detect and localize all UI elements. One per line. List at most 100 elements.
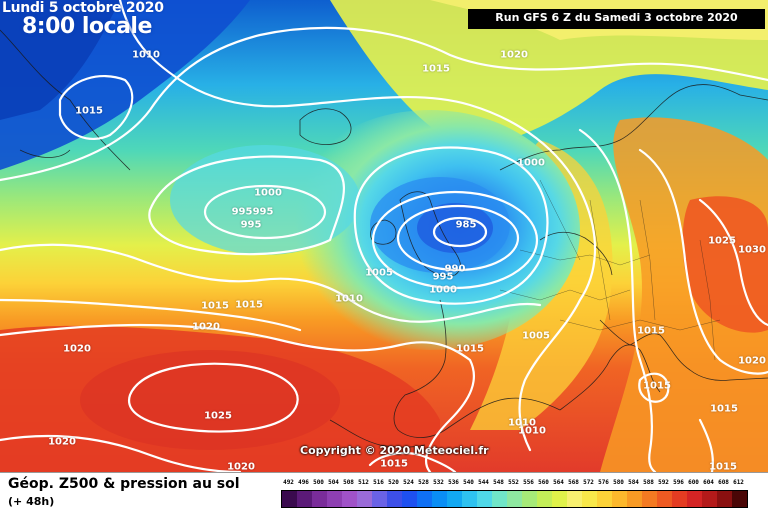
- scale-swatch: [447, 491, 462, 507]
- scale-swatch: [357, 491, 372, 507]
- scale-tick-label: 576: [598, 479, 609, 486]
- scale-tick-label: 532: [433, 479, 444, 486]
- scale-swatch: [612, 491, 627, 507]
- coastline: [0, 29, 768, 448]
- scale-swatch: [522, 491, 537, 507]
- scale-tick-label: 552: [508, 479, 519, 486]
- scale-swatch: [342, 491, 357, 507]
- isobar-label: 985: [455, 219, 477, 231]
- scale-swatch: [462, 491, 477, 507]
- scale-tick-label: 504: [328, 479, 339, 486]
- scale-swatch: [567, 491, 582, 507]
- scale-tick-label: 500: [313, 479, 324, 486]
- isobar-label: 1010: [518, 425, 546, 437]
- scale-swatch: [312, 491, 327, 507]
- isobar-label: 1020: [227, 461, 255, 473]
- scale-tick-label: 516: [373, 479, 384, 486]
- scale-tick-label: 508: [343, 479, 354, 486]
- scale-swatch: [297, 491, 312, 507]
- geopotential-field: [0, 0, 768, 472]
- forecast-date: Lundi 5 octobre 2020: [2, 0, 164, 16]
- scale-tick-label: 496: [298, 479, 309, 486]
- isobar-label: 1010: [508, 417, 536, 429]
- scale-tick-label: 512: [358, 479, 369, 486]
- isobar-label: 1005: [365, 267, 393, 279]
- isobar-label: 1015: [380, 458, 408, 470]
- scale-tick-label: 600: [688, 479, 699, 486]
- scale-swatch: [672, 491, 687, 507]
- scale-swatch: [492, 491, 507, 507]
- isobar-label: 995: [252, 206, 274, 218]
- scale-tick-label: 568: [568, 479, 579, 486]
- scale-tick-label: 592: [658, 479, 669, 486]
- isobar-label: 1030: [738, 244, 766, 256]
- isobar-label: 1010: [132, 49, 160, 61]
- scale-swatch: [507, 491, 522, 507]
- scale-tick-label: 608: [718, 479, 729, 486]
- isobar-label: 990: [444, 263, 466, 275]
- weather-map: Lundi 5 octobre 2020 8:00 locale Run GFS…: [0, 0, 768, 472]
- scale-tick-label: 524: [403, 479, 414, 486]
- scale-tick-label: 584: [628, 479, 639, 486]
- isobar-label: 1020: [63, 343, 91, 355]
- scale-tick-label: 596: [673, 479, 684, 486]
- isobar-label: 1000: [429, 284, 457, 296]
- copyright: Copyright © 2020 Meteociel.fr: [300, 444, 489, 457]
- isobar-label: 1005: [522, 330, 550, 342]
- forecast-offset: (+ 48h): [8, 495, 55, 508]
- scale-swatch: [657, 491, 672, 507]
- scale-swatch: [552, 491, 567, 507]
- isobar-label: 1025: [204, 410, 232, 422]
- isobar-label: 1020: [738, 355, 766, 367]
- isobar-label: 1015: [709, 461, 737, 473]
- scale-tick-label: 612: [733, 479, 744, 486]
- isobar-label: 1015: [643, 380, 671, 392]
- scale-swatch: [387, 491, 402, 507]
- scale-swatch: [537, 491, 552, 507]
- isobar-label: 1025: [708, 235, 736, 247]
- scale-swatches: [281, 490, 748, 508]
- isobar-label: 1015: [637, 325, 665, 337]
- scale-tick-label: 536: [448, 479, 459, 486]
- scale-tick-label: 492: [283, 479, 294, 486]
- isobar-label: 1015: [201, 300, 229, 312]
- scale-tick-label: 544: [478, 479, 489, 486]
- run-info: Run GFS 6 Z du Samedi 3 octobre 2020: [495, 11, 738, 24]
- scale-tick-label: 556: [523, 479, 534, 486]
- scale-swatch: [372, 491, 387, 507]
- isobar-label: 1015: [422, 63, 450, 75]
- scale-tick-label: 572: [583, 479, 594, 486]
- isobar-label: 1020: [192, 321, 220, 333]
- scale-swatch: [477, 491, 492, 507]
- scale-tick-label: 580: [613, 479, 624, 486]
- borders: [499, 179, 721, 361]
- isobar-label: 1015: [456, 343, 484, 355]
- scale-tick-label: 564: [553, 479, 564, 486]
- scale-swatch: [732, 491, 747, 507]
- scale-swatch: [582, 491, 597, 507]
- scale-swatch: [432, 491, 447, 507]
- scale-swatch: [717, 491, 732, 507]
- scale-tick-label: 548: [493, 479, 504, 486]
- isobar-label: 1020: [48, 436, 76, 448]
- isobar-label: 1015: [235, 299, 263, 311]
- scale-tick-label: 560: [538, 479, 549, 486]
- isobar-label: 1000: [254, 187, 282, 199]
- scale-swatch: [402, 491, 417, 507]
- isobar-label: 1015: [710, 403, 738, 415]
- scale-swatch: [702, 491, 717, 507]
- scale-swatch: [282, 491, 297, 507]
- run-info-bar: Run GFS 6 Z du Samedi 3 octobre 2020: [468, 9, 765, 29]
- scale-swatch: [417, 491, 432, 507]
- isobar-label: 995: [432, 271, 454, 283]
- scale-tick-label: 540: [463, 479, 474, 486]
- isobars: [0, 0, 768, 472]
- scale-swatch: [627, 491, 642, 507]
- isobar-label: 1020: [500, 49, 528, 61]
- scale-swatch: [642, 491, 657, 507]
- isobar-label: 1010: [335, 293, 363, 305]
- scale-swatch: [597, 491, 612, 507]
- scale-tick-label: 604: [703, 479, 714, 486]
- scale-tick-label: 588: [643, 479, 654, 486]
